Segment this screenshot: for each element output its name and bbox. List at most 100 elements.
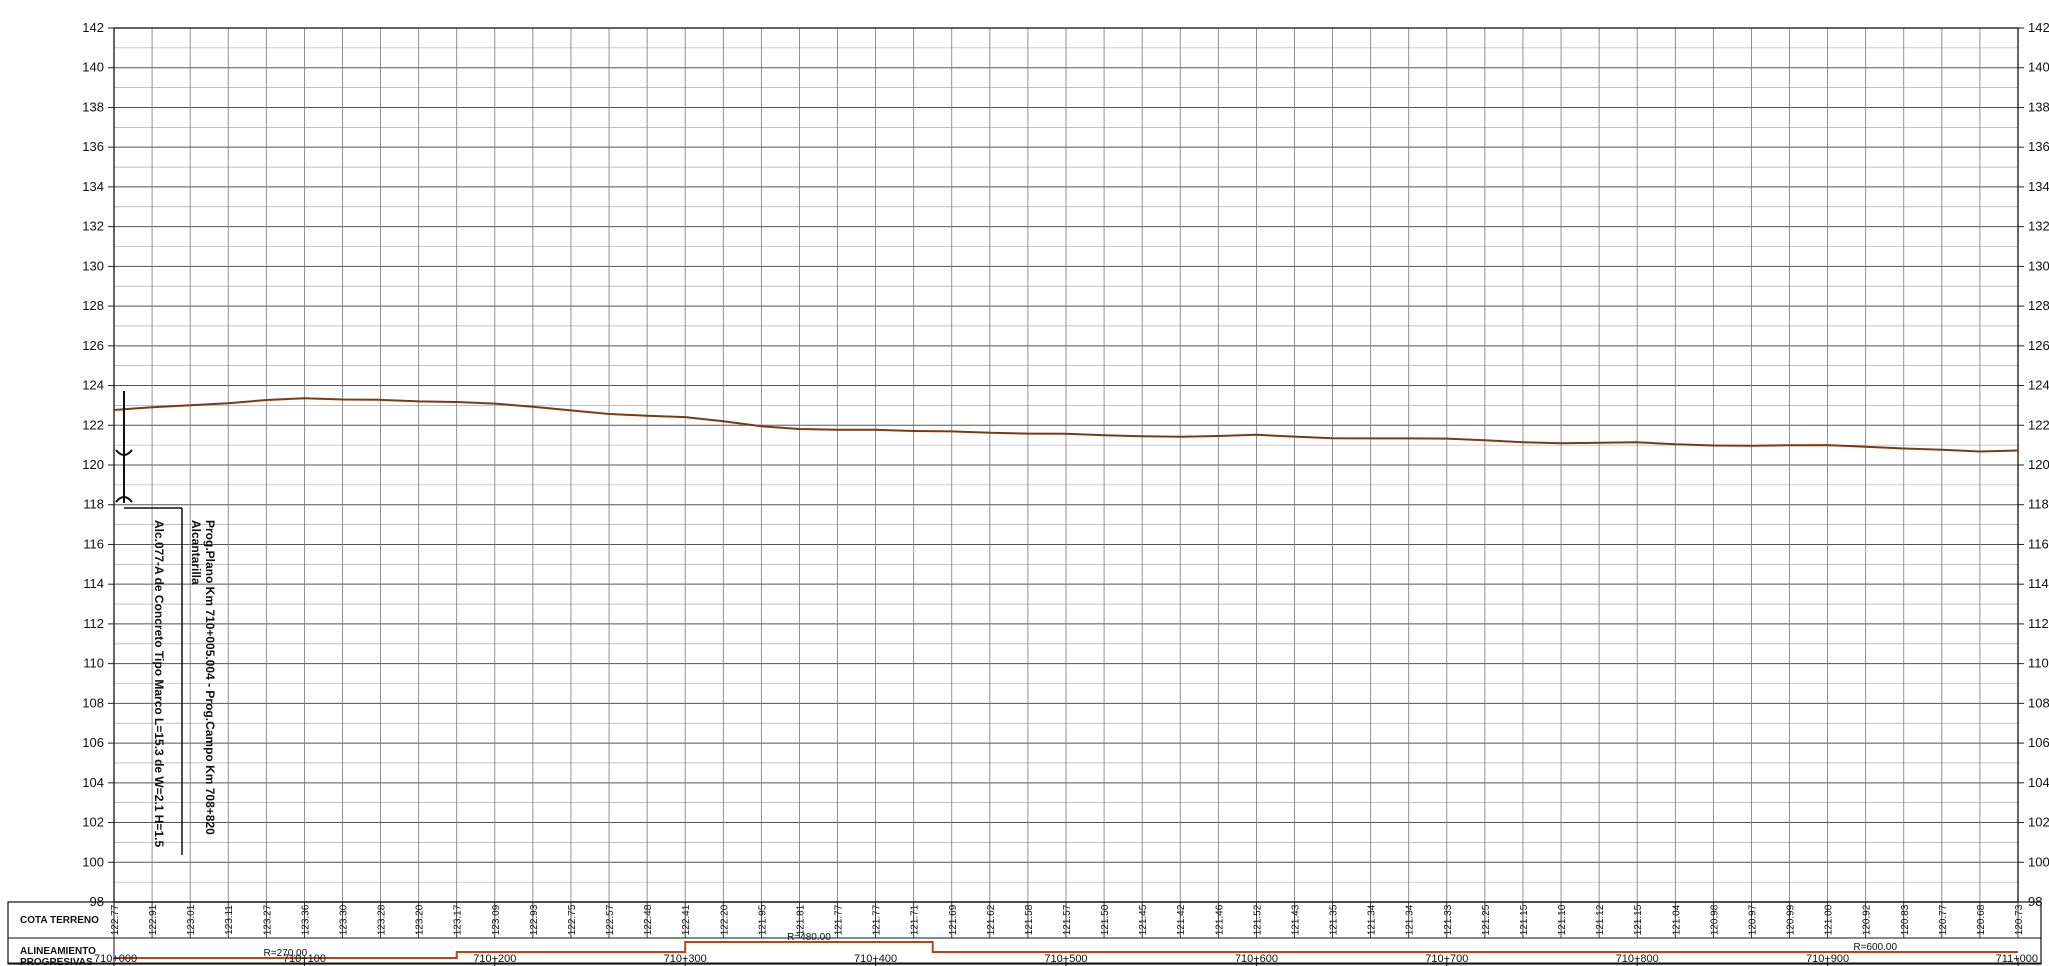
terrain-profile-point bbox=[1103, 434, 1105, 437]
cota-value: 121.45 bbox=[1138, 904, 1149, 935]
cota-value: 121.57 bbox=[1062, 904, 1073, 935]
y-tick-label-right: 124 bbox=[2028, 378, 2049, 393]
cota-value: 122.75 bbox=[567, 904, 578, 935]
alignment-line bbox=[114, 941, 2018, 959]
cota-value: 122.48 bbox=[643, 904, 654, 935]
y-tick-label-left: 138 bbox=[82, 99, 104, 114]
y-tick-label-left: 134 bbox=[82, 179, 104, 194]
y-tick-label-right: 104 bbox=[2028, 775, 2049, 790]
y-tick-label-left: 142 bbox=[82, 20, 104, 35]
y-tick-label-right: 142 bbox=[2028, 20, 2049, 35]
progresiva-label: 710+000 bbox=[94, 953, 137, 965]
culvert-annotation: Prog.Plano Km 710+005.004 - Prog.Campo K… bbox=[115, 391, 217, 855]
cota-value: 120.73 bbox=[2014, 904, 2025, 935]
terrain-profile-point bbox=[912, 430, 915, 432]
cota-value: 121.34 bbox=[1405, 904, 1416, 935]
y-tick-label-left: 106 bbox=[82, 735, 104, 750]
terrain-profile-point bbox=[950, 430, 953, 433]
y-tick-label-left: 104 bbox=[82, 775, 104, 790]
y-tick-label-left: 140 bbox=[82, 60, 104, 75]
y-tick-label-left: 122 bbox=[82, 417, 104, 432]
y-axis-right: 9810010210410610811011211411611812012212… bbox=[2018, 20, 2049, 909]
terrain-profile-point bbox=[1407, 437, 1410, 440]
terrain-profile-point bbox=[836, 428, 839, 431]
cota-value: 121.33 bbox=[1443, 904, 1454, 935]
y-tick-label-left: 110 bbox=[83, 656, 104, 671]
y-tick-label-right: 128 bbox=[2028, 298, 2049, 313]
culvert-bracket bbox=[115, 449, 133, 503]
cota-value: 121.95 bbox=[757, 904, 768, 935]
y-tick-label-right: 134 bbox=[2028, 179, 2049, 194]
alignment-radius-label: R=480.00 bbox=[787, 932, 831, 943]
y-tick-label-left: 120 bbox=[82, 457, 104, 472]
y-tick-label-right: 126 bbox=[2028, 338, 2049, 353]
terrain-profile-point bbox=[1674, 443, 1677, 446]
progresiva-label: 710+900 bbox=[1806, 953, 1849, 965]
terrain-profile-point bbox=[1940, 448, 1943, 451]
y-tick-label-left: 102 bbox=[82, 815, 104, 830]
terrain-profile-point bbox=[1902, 447, 1905, 450]
terrain-profile-point bbox=[1255, 433, 1258, 436]
cota-value: 121.15 bbox=[1519, 904, 1530, 935]
annotation-line-alcantarilla: Alcantarilla bbox=[189, 520, 203, 585]
cota-value: 123.17 bbox=[453, 904, 464, 935]
terrain-profile-point bbox=[1560, 442, 1562, 445]
terrain-profile-point bbox=[113, 409, 115, 411]
terrain-profile-point bbox=[684, 416, 687, 419]
terrain-profile-point bbox=[341, 398, 344, 401]
progresiva-label: 710+600 bbox=[1235, 953, 1278, 965]
cota-value: 121.77 bbox=[872, 904, 883, 935]
annotation-line-alc: Alc.077-A de Concreto Tipo Marco L=15.3 … bbox=[152, 520, 166, 847]
y-tick-label-right: 130 bbox=[2028, 258, 2049, 273]
cota-value: 122.41 bbox=[681, 904, 692, 935]
progresivas-label: PROGRESIVAS bbox=[20, 957, 93, 966]
y-tick-label-left: 116 bbox=[83, 536, 104, 551]
y-tick-label-right: 118 bbox=[2028, 497, 2049, 512]
progresiva-label: 710+100 bbox=[283, 953, 326, 965]
cota-value: 121.10 bbox=[1557, 904, 1568, 935]
y-tick-label-right: 106 bbox=[2028, 735, 2049, 750]
y-tick-label-right: 138 bbox=[2028, 99, 2049, 114]
terrain-profile-point bbox=[798, 428, 801, 430]
cota-value: 120.68 bbox=[1976, 904, 1987, 935]
cota-value: 120.92 bbox=[1862, 904, 1873, 935]
terrain-profile-point bbox=[265, 399, 268, 401]
y-tick-label-left: 130 bbox=[82, 258, 104, 273]
progresiva-label: 711+000 bbox=[1996, 953, 2038, 965]
y-tick-label-left: 124 bbox=[82, 378, 104, 393]
cota-value: 123.30 bbox=[338, 904, 349, 935]
terrain-profile-series bbox=[113, 397, 2019, 453]
cota-value: 123.11 bbox=[224, 905, 235, 935]
y-tick-label-left: 108 bbox=[82, 695, 104, 710]
cota-value: 122.57 bbox=[605, 904, 616, 935]
y-tick-label-right: 112 bbox=[2028, 616, 2049, 631]
cota-value: 121.52 bbox=[1252, 904, 1263, 935]
terrain-profile-point bbox=[1483, 439, 1486, 442]
terrain-profile-point bbox=[608, 413, 610, 415]
y-tick-label-right: 108 bbox=[2028, 695, 2049, 710]
y-tick-label-right: 140 bbox=[2028, 60, 2049, 75]
cota-value: 121.25 bbox=[1481, 904, 1492, 935]
progresiva-label: 710+800 bbox=[1616, 953, 1659, 965]
y-tick-label-left: 132 bbox=[82, 219, 104, 234]
cota-value: 121.35 bbox=[1329, 904, 1340, 935]
terrain-profile-point bbox=[417, 400, 420, 403]
y-tick-label-right: 100 bbox=[2028, 854, 2049, 869]
terrain-profile-point bbox=[722, 420, 725, 423]
y-tick-label-left: 112 bbox=[83, 616, 104, 631]
y-tick-label-right: 132 bbox=[2028, 219, 2049, 234]
y-tick-label-left: 136 bbox=[82, 139, 104, 154]
y-tick-label-left: 126 bbox=[82, 338, 104, 353]
terrain-profile-point bbox=[760, 425, 763, 428]
alignment-radius-label: R=600.00 bbox=[1853, 942, 1897, 953]
y-tick-label-right: 110 bbox=[2028, 656, 2049, 671]
cota-value: 123.36 bbox=[300, 904, 311, 935]
terrain-profile-point bbox=[2017, 449, 2019, 452]
y-tick-label-left: 118 bbox=[83, 497, 104, 512]
y-tick-label-right: 122 bbox=[2028, 417, 2049, 432]
terrain-profile-point bbox=[189, 404, 192, 407]
y-tick-label-right: 120 bbox=[2028, 457, 2049, 472]
terrain-profile-point bbox=[1864, 445, 1867, 448]
cota-value: 121.12 bbox=[1595, 904, 1606, 935]
